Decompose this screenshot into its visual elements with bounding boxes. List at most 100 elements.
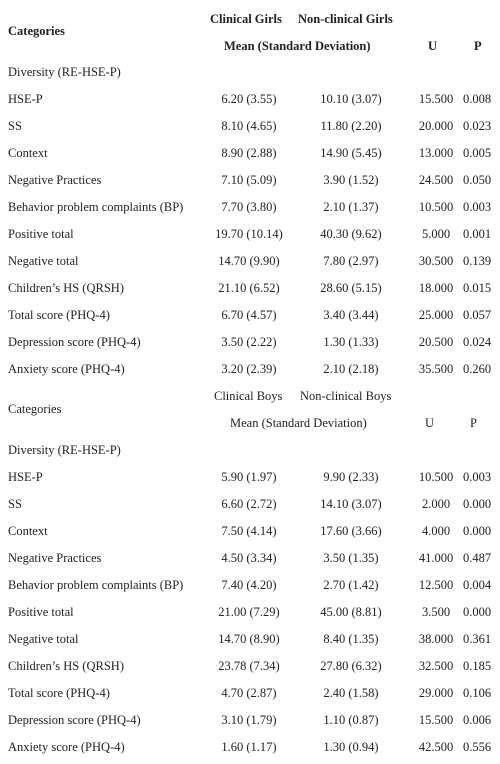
- nonclinical-value: 8.40 (1.35): [323, 632, 379, 646]
- nonclinical-value: 45.00 (8.81): [320, 605, 382, 619]
- nonclinical-value: 14.10 (3.07): [320, 497, 382, 511]
- u-value: 18.000: [418, 281, 454, 295]
- u-value: 25.000: [418, 308, 454, 322]
- p-value: 0.000: [462, 524, 492, 538]
- clinical-value: 8.10 (4.65): [221, 119, 277, 133]
- p-value: 0.015: [462, 281, 492, 295]
- boys-categories-header: Categories: [8, 402, 62, 416]
- table-row: Context 8.90 (2.88) 14.90 (5.45) 13.000 …: [0, 140, 500, 167]
- table-row: Negative total 14.70 (8.90) 8.40 (1.35) …: [0, 626, 500, 653]
- u-value: 13.000: [418, 146, 454, 160]
- nonclinical-value: 40.30 (9.62): [320, 227, 382, 241]
- clinical-value: 23.78 (7.34): [218, 659, 280, 673]
- u-value: 15.500: [418, 713, 454, 727]
- clinical-value: 7.70 (3.80): [221, 200, 277, 214]
- clinical-value: 1.60 (1.17): [221, 740, 277, 754]
- row-label: Negative total: [8, 632, 79, 646]
- u-value: 5.000: [421, 227, 451, 241]
- girls-nonclinical-header: Non-clinical Girls: [298, 12, 393, 26]
- u-value: 29.000: [418, 686, 454, 700]
- p-value: 0.057: [462, 308, 492, 322]
- clinical-value: 5.90 (1.97): [221, 470, 277, 484]
- clinical-value: 6.60 (2.72): [221, 497, 277, 511]
- row-label: SS: [8, 119, 22, 133]
- u-value: 41.000: [418, 551, 454, 565]
- table-row: Positive total 19.70 (10.14) 40.30 (9.62…: [0, 221, 500, 248]
- row-label: Negative Practices: [8, 173, 102, 187]
- nonclinical-value: 9.90 (2.33): [323, 470, 379, 484]
- nonclinical-value: 11.80 (2.20): [320, 119, 382, 133]
- nonclinical-value: 1.30 (0.94): [323, 740, 379, 754]
- table-row: Total score (PHQ-4) 4.70 (2.87) 2.40 (1.…: [0, 680, 500, 707]
- girls-p-header: P: [474, 39, 482, 53]
- table-row: Depression score (PHQ-4) 3.10 (1.79) 1.1…: [0, 707, 500, 734]
- row-label: HSE-P: [8, 92, 43, 106]
- clinical-value: 7.40 (4.20): [221, 578, 277, 592]
- clinical-value: 3.50 (2.22): [221, 335, 277, 349]
- boys-nonclinical-header: Non-clinical Boys: [300, 389, 392, 403]
- table-row: Children’s HS (QRSH) 23.78 (7.34) 27.80 …: [0, 653, 500, 680]
- boys-mean-sd-header: Mean (Standard Deviation): [230, 416, 367, 430]
- nonclinical-value: 10.10 (3.07): [320, 92, 382, 106]
- boys-clinical-header: Clinical Boys: [214, 389, 283, 403]
- u-value: 15.500: [418, 92, 454, 106]
- row-label: Behavior problem complaints (BP): [8, 578, 184, 592]
- u-value: 42.500: [418, 740, 454, 754]
- p-value: 0.003: [462, 200, 492, 214]
- clinical-value: 3.10 (1.79): [221, 713, 277, 727]
- p-value: 0.024: [462, 335, 492, 349]
- table-row: Depression score (PHQ-4) 3.50 (2.22) 1.3…: [0, 329, 500, 356]
- nonclinical-value: 2.10 (1.37): [323, 200, 379, 214]
- row-label: Context: [8, 524, 48, 538]
- p-value: 0.106: [462, 686, 492, 700]
- table-row: Negative Practices 7.10 (5.09) 3.90 (1.5…: [0, 167, 500, 194]
- row-label: Positive total: [8, 227, 74, 241]
- u-value: 38.000: [418, 632, 454, 646]
- nonclinical-value: 7.80 (2.97): [323, 254, 379, 268]
- row-label: Negative Practices: [8, 551, 102, 565]
- clinical-value: 6.70 (4.57): [221, 308, 277, 322]
- u-value: 24.500: [418, 173, 454, 187]
- row-label: Context: [8, 146, 48, 160]
- clinical-value: 14.70 (8.90): [218, 632, 280, 646]
- row-label: Anxiety score (PHQ-4): [8, 362, 125, 376]
- row-label: Children’s HS (QRSH): [8, 659, 124, 673]
- row-label: Total score (PHQ-4): [8, 308, 110, 322]
- table-row: Behavior problem complaints (BP) 7.40 (4…: [0, 572, 500, 599]
- boys-p-header: P: [470, 416, 477, 430]
- row-label: Depression score (PHQ-4): [8, 713, 141, 727]
- p-value: 0.556: [462, 740, 492, 754]
- table-row: HSE-P 5.90 (1.97) 9.90 (2.33) 10.500 0.0…: [0, 464, 500, 491]
- girls-section-row: Diversity (RE-HSE-P): [0, 59, 500, 86]
- u-value: 10.500: [418, 470, 454, 484]
- table-row: HSE-P 6.20 (3.55) 10.10 (3.07) 15.500 0.…: [0, 86, 500, 113]
- p-value: 0.001: [462, 227, 492, 241]
- p-value: 0.487: [462, 551, 492, 565]
- table-row: Context 7.50 (4.14) 17.60 (3.66) 4.000 0…: [0, 518, 500, 545]
- clinical-value: 14.70 (9.90): [218, 254, 280, 268]
- table-row: Positive total 21.00 (7.29) 45.00 (8.81)…: [0, 599, 500, 626]
- row-label: Total score (PHQ-4): [8, 686, 110, 700]
- table-row: Negative total 14.70 (9.90) 7.80 (2.97) …: [0, 248, 500, 275]
- table-row: Negative Practices 4.50 (3.34) 3.50 (1.3…: [0, 545, 500, 572]
- p-value: 0.185: [462, 659, 492, 673]
- p-value: 0.004: [462, 578, 492, 592]
- clinical-value: 21.10 (6.52): [218, 281, 280, 295]
- p-value: 0.008: [462, 92, 492, 106]
- nonclinical-value: 27.80 (6.32): [320, 659, 382, 673]
- girls-clinical-header: Clinical Girls: [210, 12, 282, 26]
- u-value: 32.500: [418, 659, 454, 673]
- girls-section-label: Diversity (RE-HSE-P): [8, 65, 121, 79]
- table-row: Anxiety score (PHQ-4) 1.60 (1.17) 1.30 (…: [0, 734, 500, 761]
- row-label: Positive total: [8, 605, 74, 619]
- clinical-value: 7.10 (5.09): [221, 173, 277, 187]
- girls-u-header: U: [428, 39, 438, 53]
- row-label: Behavior problem complaints (BP): [8, 200, 184, 214]
- p-value: 0.000: [462, 497, 492, 511]
- clinical-value: 21.00 (7.29): [218, 605, 280, 619]
- clinical-value: 4.50 (3.34): [221, 551, 277, 565]
- u-value: 30.500: [418, 254, 454, 268]
- clinical-value: 8.90 (2.88): [221, 146, 277, 160]
- row-label: Depression score (PHQ-4): [8, 335, 141, 349]
